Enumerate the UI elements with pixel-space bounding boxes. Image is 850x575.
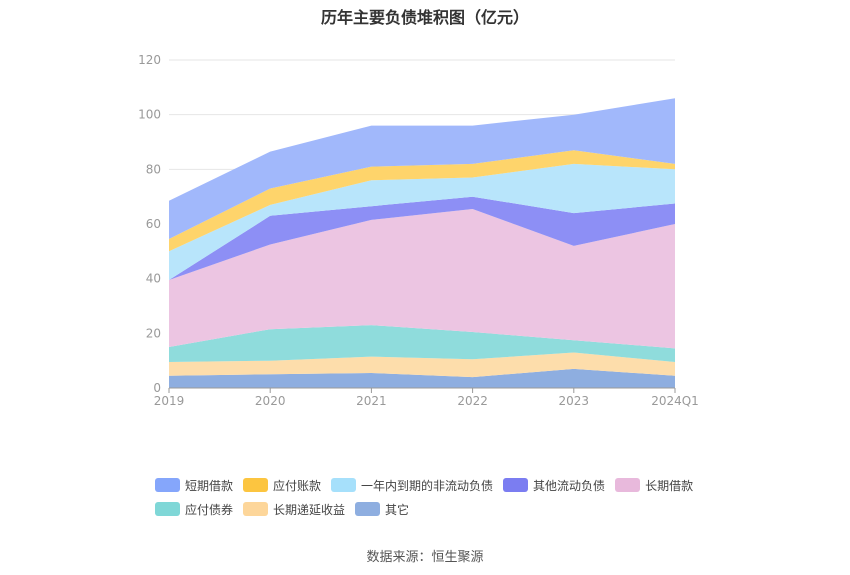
y-tick-label: 80 (146, 162, 161, 176)
legend-label: 其他流动负债 (533, 478, 606, 493)
y-tick-label: 0 (153, 381, 161, 395)
legend-item[interactable]: 长期借款 (615, 477, 693, 494)
data-source-note: 数据来源：恒生聚源 (366, 550, 484, 565)
legend-swatch (243, 478, 269, 492)
legend-item[interactable]: 应付债券 (155, 501, 233, 518)
x-tick-label: 2019 (154, 394, 185, 408)
area-series (169, 98, 675, 388)
legend-swatch (331, 478, 357, 492)
x-tick-label: 2024Q1 (651, 394, 699, 408)
area-series-一年内到期的非流动负债 (169, 163, 675, 280)
area-series-其他流动负债 (169, 196, 675, 280)
legend-item[interactable]: 其他流动负债 (503, 477, 605, 494)
legend-label: 应付账款 (273, 478, 322, 493)
legend: 短期借款 应付账款 一年内到期的非流动负债 其他流动负债 长期借款 应付债券 长期递延收益… (155, 473, 715, 521)
y-tick-label: 100 (138, 108, 161, 122)
y-tick-label: 20 (146, 326, 161, 340)
legend-label: 一年内到期的非流动负债 (361, 478, 494, 493)
area-series-短期借款 (169, 98, 675, 239)
legend-label: 其它 (385, 502, 410, 517)
legend-swatch (243, 502, 269, 516)
area-series-应付账款 (169, 150, 675, 252)
legend-item[interactable]: 其它 (355, 501, 409, 518)
legend-item[interactable]: 短期借款 (155, 477, 233, 494)
area-series-长期借款 (169, 209, 675, 349)
legend-row: 短期借款 应付账款 一年内到期的非流动负债 其他流动负债 长期借款 (155, 473, 715, 497)
area-series-其它 (169, 368, 675, 388)
legend-label: 短期借款 (185, 478, 234, 493)
legend-swatch (155, 478, 180, 492)
legend-label: 应付债券 (185, 502, 234, 517)
area-series-应付债券 (169, 325, 675, 362)
x-tick-label: 2020 (255, 394, 286, 408)
area-series-长期递延收益 (169, 352, 675, 378)
legend-swatch (355, 502, 381, 516)
y-tick-label: 120 (138, 53, 161, 67)
legend-label: 长期借款 (645, 478, 694, 493)
x-tick-label: 2023 (559, 394, 590, 408)
legend-item[interactable]: 长期递延收益 (243, 501, 345, 518)
y-tick-label: 60 (146, 217, 161, 231)
x-tick-label: 2021 (356, 394, 387, 408)
legend-swatch (503, 478, 529, 492)
chart-title: 历年主要负债堆积图（亿元） (320, 8, 529, 27)
legend-swatch (155, 502, 180, 516)
legend-swatch (615, 478, 641, 492)
axes: 0 20 40 60 80 100 120 2019 2020 2021 2022 2023 2024Q… (138, 53, 699, 408)
legend-label: 长期递延收益 (273, 502, 346, 517)
y-tick-label: 40 (146, 272, 161, 286)
legend-item[interactable]: 一年内到期的非流动负债 (331, 477, 493, 494)
x-tick-label: 2022 (457, 394, 488, 408)
legend-row: 应付债券 长期递延收益 其它 (155, 497, 715, 521)
legend-item[interactable]: 应付账款 (243, 477, 321, 494)
